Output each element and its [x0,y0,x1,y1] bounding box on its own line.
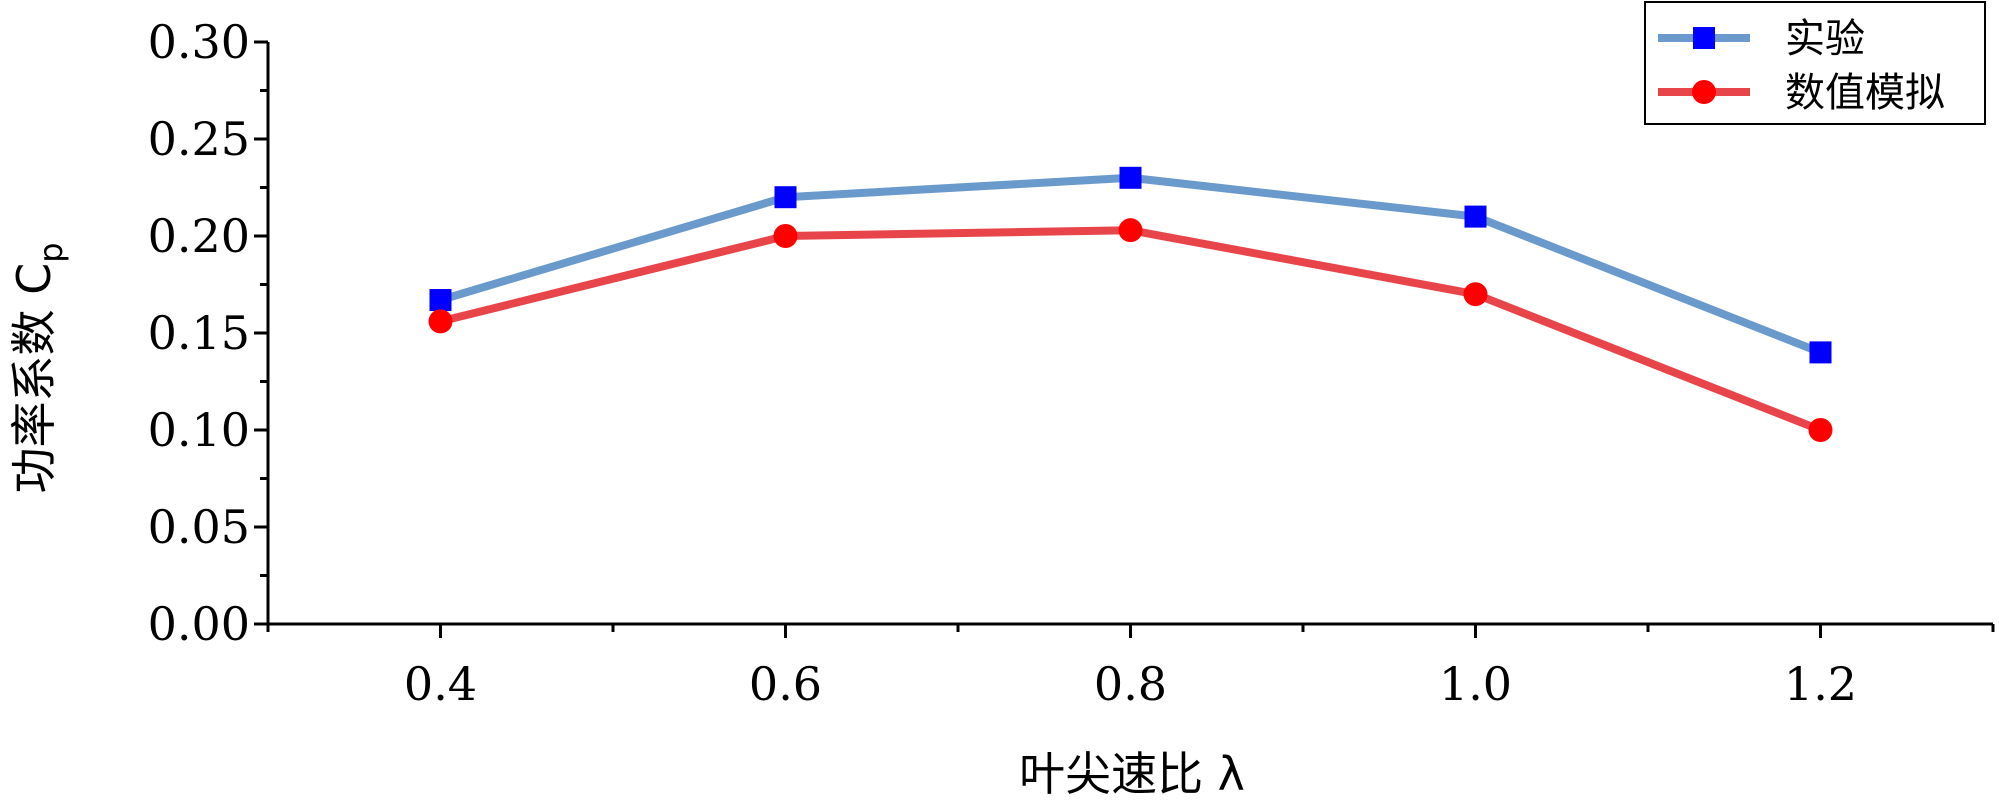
y-tick-label: 0.05 [148,500,250,554]
series-line-1 [439,173,1822,357]
y-axis-title-main: 功率系数 C [7,263,61,494]
series-2-point [428,309,453,334]
y-axis-ticks: 0.00 0.05 0.10 0.15 0.20 0.25 0.30 [148,15,268,651]
y-tick-label: 0.20 [148,209,250,263]
series-2-point [1808,418,1833,442]
legend-label-simulation: 数值模拟 [1785,70,1945,116]
series-1-point [429,289,452,312]
x-axis-title: 叶尖速比 λ [1019,747,1245,801]
legend: 实验 数值模拟 [1644,1,1986,125]
y-tick-label: 0.00 [148,597,250,651]
y-tick-label: 0.15 [148,306,250,360]
axes [266,42,1993,626]
series-1-point [1809,341,1832,364]
x-tick-label: 0.4 [404,657,477,711]
y-axis-title: 功率系数 Cp [7,242,70,493]
series-1-point [1464,205,1487,228]
series-2-point [1463,282,1488,307]
x-tick-label: 1.2 [1784,657,1857,711]
series-layer [428,166,1833,442]
series-line-2 [439,226,1822,434]
series-2-point [773,224,798,248]
x-tick-label: 0.6 [749,657,822,711]
x-tick-label: 0.8 [1094,657,1167,711]
legend-marker-simulation [1692,80,1716,104]
series-2-point [1118,218,1143,243]
series-1-point [1119,166,1142,189]
y-tick-label: 0.25 [148,112,250,166]
series-1-point [774,186,797,209]
x-tick-label: 1.0 [1439,657,1512,711]
svg-text:功率系数 Cp: 功率系数 Cp [7,242,70,493]
y-tick-label: 0.10 [148,403,250,457]
legend-label-experiment: 实验 [1785,16,1865,62]
y-axis-title-subscript: p [32,242,70,262]
legend-marker-experiment [1693,27,1715,49]
y-tick-label: 0.30 [148,15,250,69]
x-axis-ticks: 0.4 0.6 0.8 1.0 1.2 [266,624,1995,711]
